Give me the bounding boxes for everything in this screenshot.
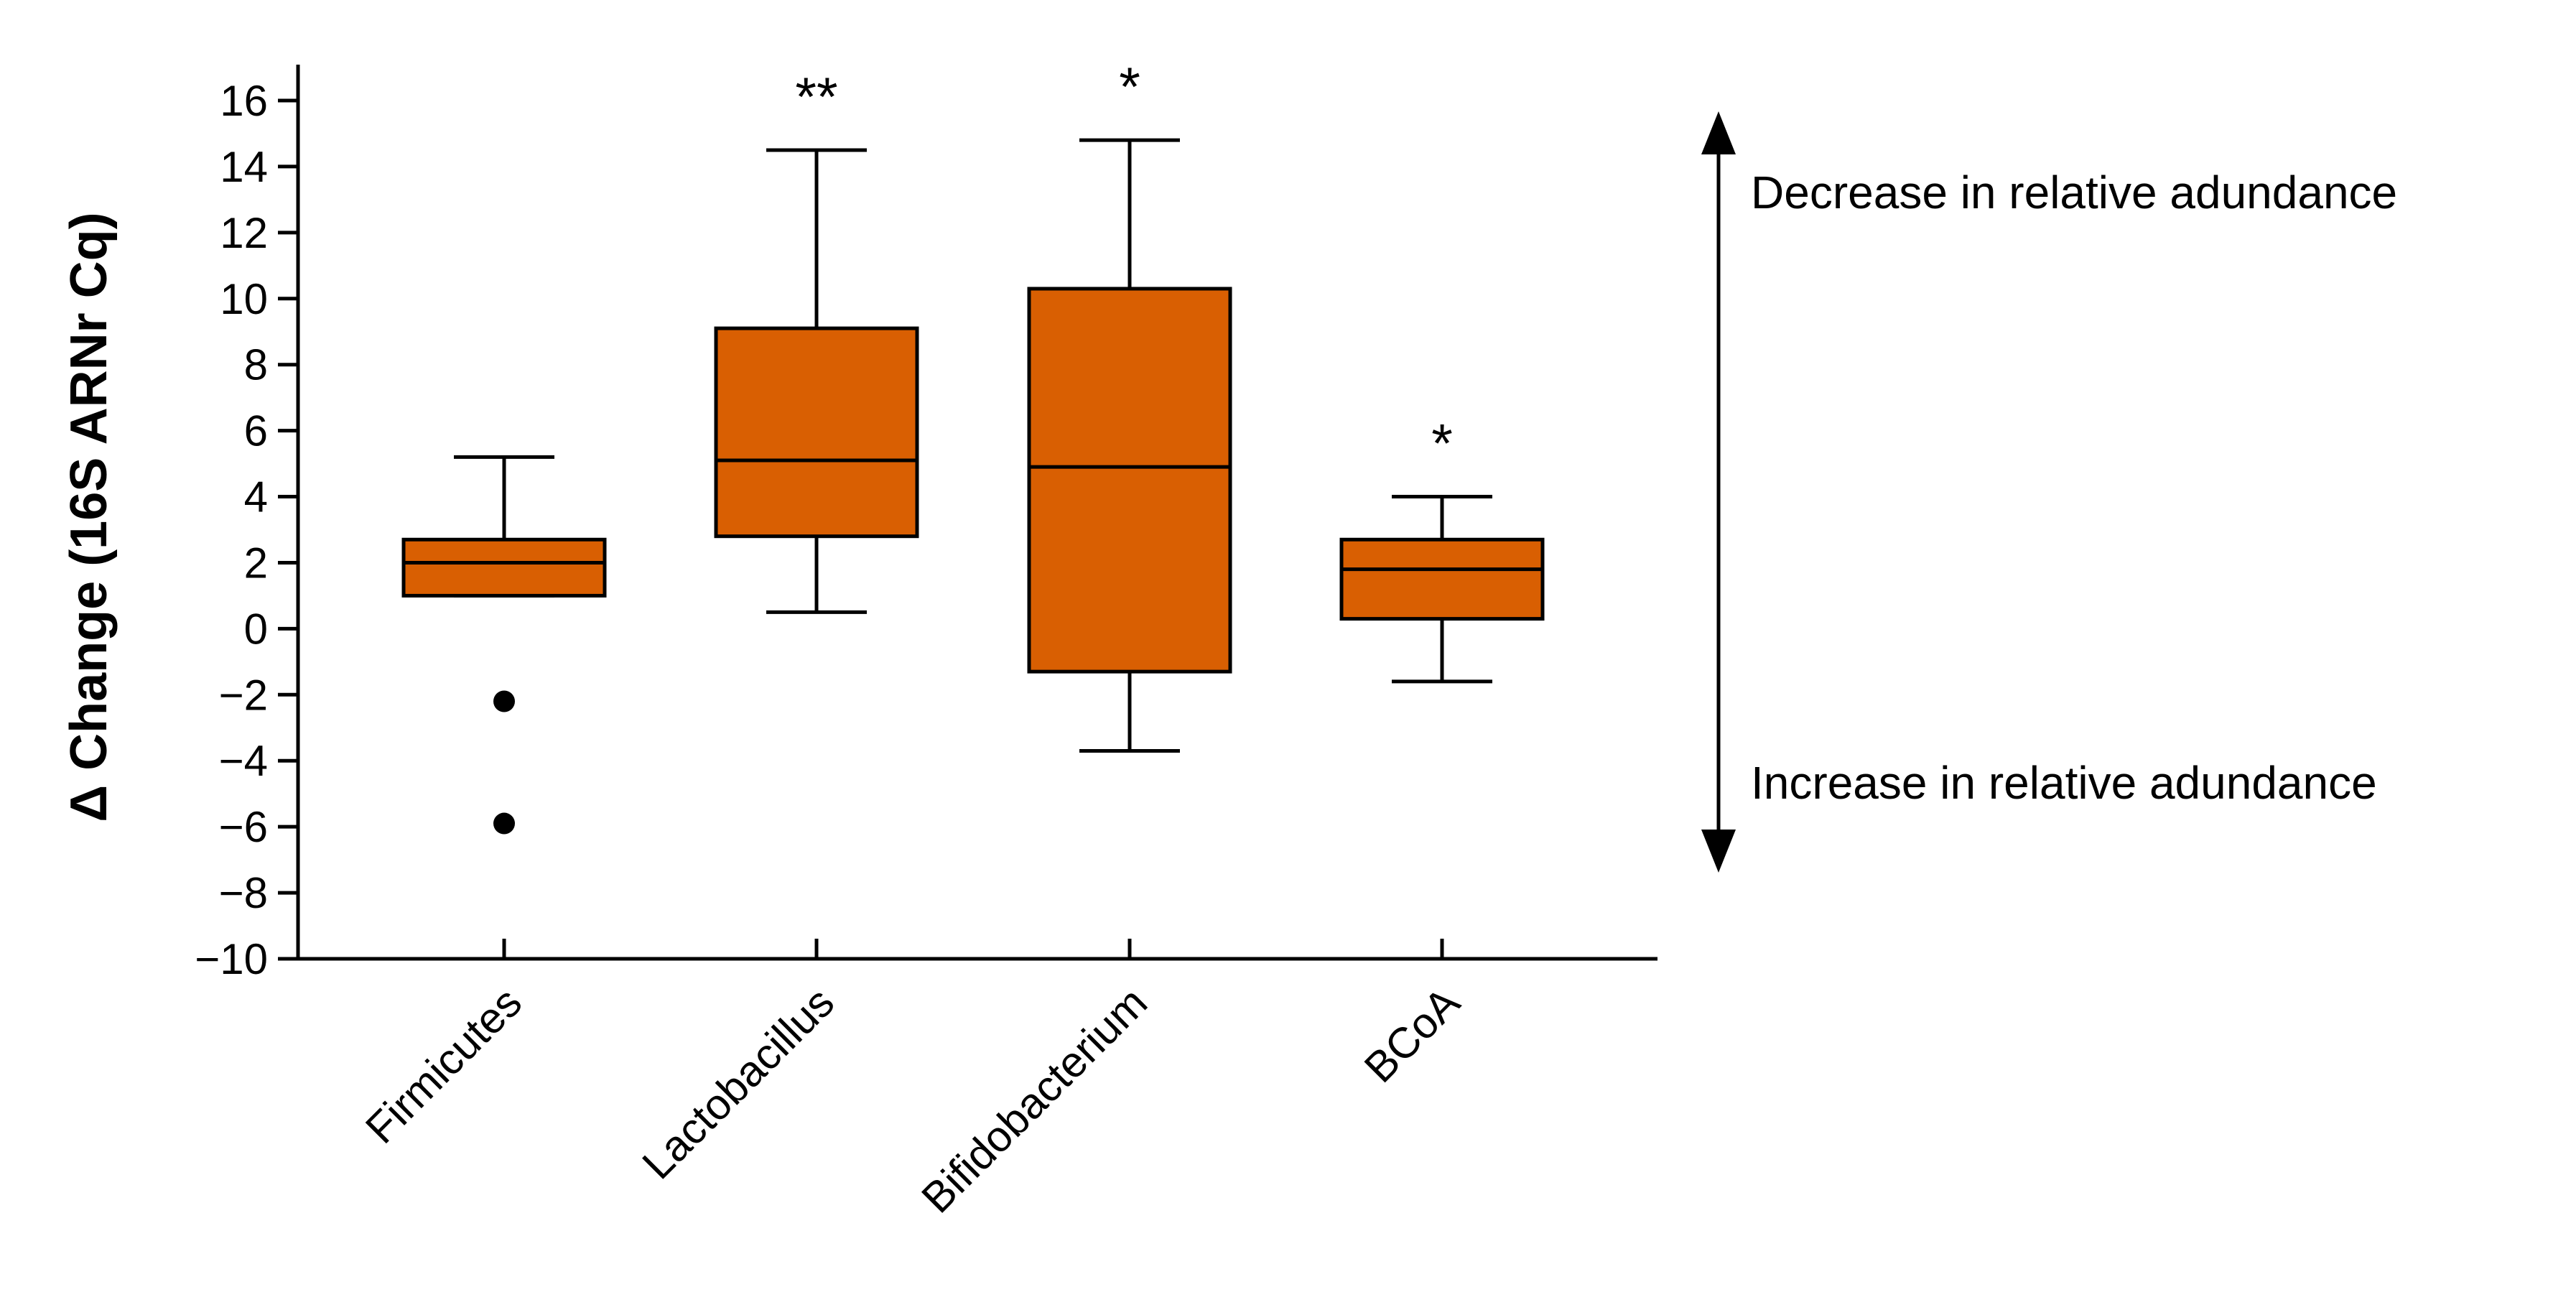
y-tick-label: 14 (220, 143, 268, 191)
y-tick-label: −4 (219, 737, 268, 785)
significance-marker: ** (795, 67, 837, 128)
y-tick-label: 4 (244, 473, 268, 521)
y-tick-label: 12 (220, 209, 268, 257)
y-tick-label: 10 (220, 275, 268, 323)
boxes: ** ** (401, 57, 1545, 959)
y-tick-label: 8 (244, 341, 268, 389)
y-tick-label: 16 (220, 77, 268, 125)
y-axis-ticks: 16 14 12 10 8 6 4 2 0 −2 −4 −6 −8 −10 (195, 77, 298, 983)
arrow-head-down (1701, 830, 1736, 873)
x-axis-category-labels: Firmicutes Lactobacillus Bifidobacterium BC… (356, 978, 1469, 1222)
arrow-head-up (1701, 111, 1736, 154)
x-category-label: Firmicutes (356, 978, 531, 1153)
box-body (1027, 287, 1232, 674)
significance-marker: * (1119, 57, 1140, 118)
x-category-label: Lactobacillus (633, 978, 844, 1189)
y-tick-label: −2 (219, 671, 268, 719)
box-bifidobacterium: * (1027, 57, 1232, 959)
annotation-decrease: Decrease in relative adundance (1751, 167, 2397, 218)
box-body (401, 537, 607, 598)
direction-annotations: Decrease in relative adundance Increase … (1701, 111, 2397, 873)
y-tick-label: −6 (219, 803, 268, 851)
box-bcoa: * (1339, 414, 1545, 959)
y-tick-label: −8 (219, 869, 268, 917)
box-body (714, 326, 919, 539)
box-lactobacillus: ** (714, 67, 919, 959)
y-tick-label: 0 (244, 605, 268, 653)
outlier-point (493, 812, 515, 835)
outlier-point (493, 690, 515, 712)
box-body (1339, 537, 1545, 621)
box-firmicutes (401, 455, 607, 959)
significance-marker: * (1431, 414, 1453, 475)
x-category-label: BCoA (1355, 978, 1469, 1092)
y-axis-label: Δ Change (16S ARNr Cq) (60, 212, 118, 822)
axes (296, 65, 1657, 961)
x-category-label: Bifidobacterium (912, 978, 1156, 1222)
y-tick-label: −10 (195, 935, 268, 983)
annotation-increase: Increase in relative adundance (1751, 757, 2377, 809)
y-tick-label: 2 (244, 539, 268, 587)
y-tick-label: 6 (244, 407, 268, 455)
